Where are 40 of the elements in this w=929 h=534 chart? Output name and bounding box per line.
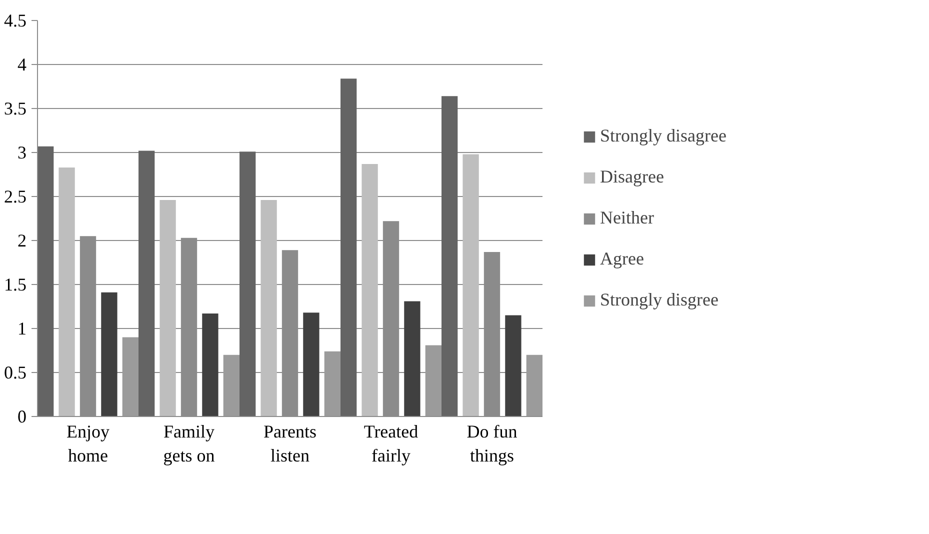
x-tick-label: Treated fairly bbox=[364, 422, 418, 466]
legend-label: Disagree bbox=[600, 166, 664, 188]
y-tick-label: 4.5 bbox=[4, 10, 26, 30]
bar bbox=[223, 354, 240, 416]
bar bbox=[425, 345, 442, 416]
bar bbox=[160, 200, 176, 416]
y-tick-label: 0.5 bbox=[4, 362, 26, 382]
bar bbox=[340, 78, 357, 416]
y-tick-label: 0 bbox=[18, 406, 26, 426]
bar bbox=[260, 200, 277, 416]
bar bbox=[505, 315, 522, 416]
bar bbox=[526, 354, 542, 416]
legend-label: Neither bbox=[600, 208, 654, 228]
x-tick-label: Do fun things bbox=[466, 422, 518, 466]
bar bbox=[58, 167, 75, 416]
bar bbox=[303, 312, 320, 416]
y-tick-label: 2.5 bbox=[4, 186, 26, 206]
bar bbox=[362, 164, 378, 416]
y-tick-label: 1.5 bbox=[4, 274, 26, 294]
bar bbox=[404, 301, 420, 416]
bar bbox=[138, 150, 155, 416]
y-tick-label: 4 bbox=[18, 54, 26, 74]
bar bbox=[462, 154, 479, 416]
x-tick-label: Family gets on bbox=[163, 422, 215, 466]
y-tick-label: 2 bbox=[18, 230, 26, 250]
legend-label: Strongly disagree bbox=[600, 126, 726, 146]
bar bbox=[324, 351, 340, 416]
bar bbox=[202, 314, 218, 416]
bar bbox=[101, 292, 118, 416]
bar bbox=[442, 96, 458, 416]
bar bbox=[122, 337, 138, 416]
x-tick-label: Enjoy home bbox=[66, 422, 110, 466]
y-tick-label: 3 bbox=[18, 142, 26, 162]
legend-label: Agree bbox=[600, 248, 644, 270]
x-tick-label: Parents listen bbox=[264, 422, 317, 466]
y-tick-label: 1 bbox=[18, 318, 26, 338]
y-tick-label: 3.5 bbox=[4, 98, 26, 118]
bar bbox=[38, 146, 54, 416]
bar bbox=[240, 152, 256, 416]
legend-label: Strongly disgree bbox=[600, 290, 718, 310]
